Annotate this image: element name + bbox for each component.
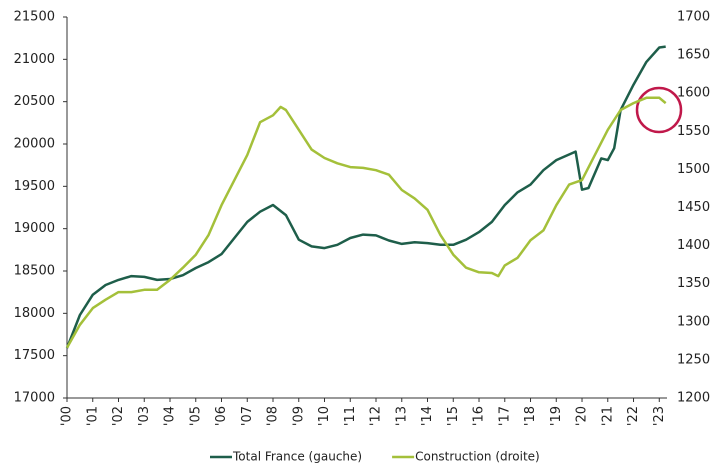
x-tick-label: '13: [394, 406, 409, 426]
x-tick-label: '12: [369, 406, 384, 426]
y2-tick-label: 1550: [677, 124, 710, 139]
x-tick-label: '03: [137, 406, 152, 426]
x-tick-label: '02: [111, 406, 126, 426]
y-tick-label: 17000: [14, 391, 55, 406]
legend-label: Total France (gauche): [232, 450, 362, 464]
x-tick-label: '21: [600, 406, 615, 426]
y2-tick-label: 1700: [677, 10, 710, 25]
x-tick-label: '22: [626, 406, 641, 426]
y2-tick-label: 1650: [677, 48, 710, 63]
x-tick-label: '08: [266, 406, 281, 426]
x-tick-label: '06: [214, 406, 229, 426]
x-tick-label: '16: [472, 406, 487, 426]
y-tick-label: 19000: [14, 221, 55, 236]
y2-tick-label: 1300: [677, 314, 710, 329]
x-tick-label: '05: [188, 406, 203, 426]
x-tick-label: '11: [343, 406, 358, 426]
x-tick-label: '15: [446, 406, 461, 426]
y-tick-label: 17500: [14, 348, 55, 363]
y-tick-label: 19500: [14, 179, 55, 194]
x-tick-label: '17: [497, 406, 512, 426]
x-tick-label: '19: [549, 406, 564, 426]
x-tick-label: '18: [523, 406, 538, 426]
y-tick-label: 18500: [14, 264, 55, 279]
x-tick-label: '00: [60, 406, 75, 426]
x-tick-label: '10: [317, 406, 332, 426]
y2-tick-label: 1600: [677, 86, 710, 101]
x-tick-label: '04: [163, 406, 178, 426]
y-tick-label: 18000: [14, 306, 55, 321]
series-line: [65, 96, 667, 349]
y2-tick-label: 1200: [677, 391, 710, 406]
y-tick-label: 21500: [14, 10, 55, 25]
y-tick-label: 21000: [14, 52, 55, 67]
y-tick-label: 20000: [14, 137, 55, 152]
x-tick-label: '20: [575, 406, 590, 426]
y2-tick-label: 1500: [677, 162, 710, 177]
y2-tick-label: 1350: [677, 276, 710, 291]
x-tick-label: '23: [652, 406, 667, 426]
x-tick-label: '14: [420, 406, 435, 426]
y2-tick-label: 1400: [677, 238, 710, 253]
x-tick-label: '09: [291, 406, 306, 426]
x-tick-label: '01: [85, 406, 100, 426]
highlight-circle: [635, 86, 683, 134]
series-line: [65, 45, 666, 349]
y2-tick-label: 1250: [677, 352, 710, 367]
x-tick-label: '07: [240, 406, 255, 426]
y2-tick-label: 1450: [677, 200, 710, 215]
legend-label: Construction (droite): [415, 450, 540, 464]
y-tick-label: 20500: [14, 94, 55, 109]
